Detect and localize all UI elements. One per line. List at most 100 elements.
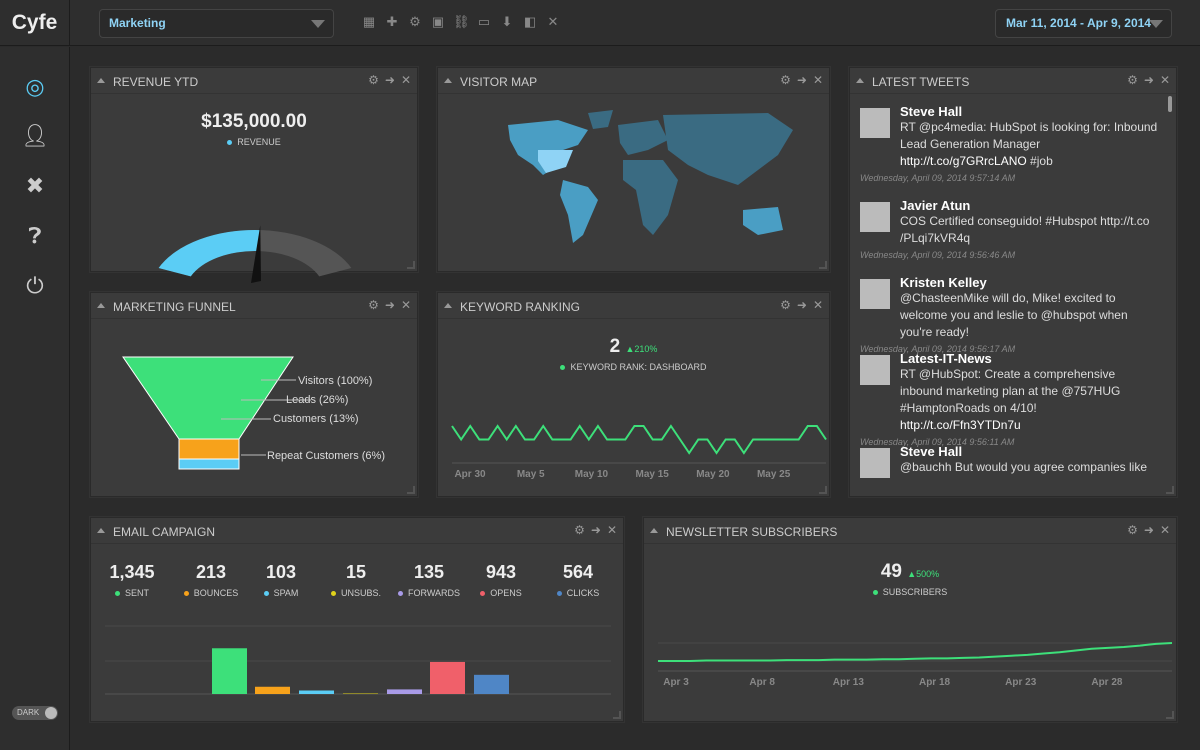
funnel-label: Visitors (100%)	[298, 375, 372, 387]
scrollbar[interactable]	[1168, 96, 1172, 112]
grid-icon[interactable]: ▦	[362, 14, 376, 29]
toggle-knob	[45, 707, 57, 719]
resize-handle[interactable]	[819, 261, 827, 269]
tweet-item[interactable]: Steve Hall @bauchh But would you agree co…	[860, 444, 1160, 479]
stat-label: OPENS	[466, 588, 536, 598]
layers-icon[interactable]: ◧	[523, 14, 537, 29]
stat-label: SPAM	[246, 588, 316, 598]
collapse-icon[interactable]	[856, 78, 864, 83]
close-icon[interactable]: ✕	[400, 298, 411, 312]
close-icon[interactable]: ✕	[1159, 73, 1170, 87]
gear-icon[interactable]: ⚙	[1127, 523, 1138, 537]
gear-icon[interactable]: ⚙	[368, 73, 379, 87]
gear-icon[interactable]: ⚙	[368, 298, 379, 312]
tweet-item[interactable]: Javier Atun COS Certified conseguido! #Hu…	[860, 198, 1160, 260]
close-icon[interactable]: ✕	[812, 298, 823, 312]
widget-header[interactable]: REVENUE YTD ⚙ ➜ ✕	[91, 68, 417, 94]
gear-icon[interactable]: ⚙	[780, 73, 791, 87]
tweet-author[interactable]: Javier Atun	[900, 198, 971, 213]
tweet-item[interactable]: Latest-IT-News RT @HubSpot: Create a comp…	[860, 351, 1160, 447]
legend-dot	[263, 591, 269, 597]
tweet-author[interactable]: Steve Hall	[900, 444, 963, 459]
resize-handle[interactable]	[819, 486, 827, 494]
tweet-link[interactable]: http://t.co/Ffn3YTDn7u	[900, 418, 1021, 432]
widget-email-campaign: EMAIL CAMPAIGN ⚙ ➜ ✕ 1,345 SENT 213 BOUNCES 103…	[90, 517, 624, 722]
link-icon[interactable]: ⛓	[453, 14, 470, 29]
widget-header[interactable]: KEYWORD RANKING ⚙ ➜ ✕	[438, 293, 829, 319]
arrow-right-icon[interactable]: ➜	[384, 298, 395, 312]
close-icon[interactable]: ✕	[547, 14, 559, 29]
email-bar-chart	[105, 625, 611, 695]
map-usa	[538, 150, 573, 173]
gear-icon[interactable]: ⚙	[1127, 73, 1138, 87]
tweet-item[interactable]: Kristen Kelley @ChasteenMike will do, Mik…	[860, 275, 1160, 354]
collapse-icon[interactable]	[444, 303, 452, 308]
compass-icon[interactable]: ◎	[25, 74, 45, 99]
tools-icon[interactable]: ✖	[25, 173, 45, 198]
stat-label-text: BOUNCES	[193, 588, 239, 598]
avatar[interactable]	[860, 202, 890, 232]
gear-icon[interactable]: ⚙	[574, 523, 585, 537]
collapse-icon[interactable]	[97, 528, 105, 533]
widget-header[interactable]: VISITOR MAP ⚙ ➜ ✕	[438, 68, 829, 94]
collapse-icon[interactable]	[650, 528, 658, 533]
close-icon[interactable]: ✕	[1159, 523, 1170, 537]
avatar[interactable]	[860, 448, 890, 478]
collapse-icon[interactable]	[97, 303, 105, 308]
widget-header[interactable]: NEWSLETTER SUBSCRIBERS ⚙ ➜ ✕	[644, 518, 1176, 544]
resize-handle[interactable]	[1166, 486, 1174, 494]
arrow-right-icon[interactable]: ➜	[1143, 523, 1154, 537]
arrow-right-icon[interactable]: ➜	[1143, 73, 1154, 87]
toolbar: ▦ ✚ ⚙ ▣ ⛓ ▭ ⬇ ◧ ✕	[361, 14, 561, 32]
bar-bounces	[255, 686, 290, 694]
close-icon[interactable]: ✕	[606, 523, 617, 537]
tweet-author[interactable]: Latest-IT-News	[900, 351, 992, 366]
resize-handle[interactable]	[407, 486, 415, 494]
bar-opens	[430, 661, 465, 694]
avatar[interactable]	[860, 279, 890, 309]
dashboard-select[interactable]: Marketing	[99, 9, 334, 38]
widget-header[interactable]: LATEST TWEETS ⚙ ➜ ✕	[850, 68, 1176, 94]
legend-dot	[872, 590, 878, 596]
monitor-icon[interactable]: ▭	[477, 14, 491, 29]
email-stat-forwards: 135 FORWARDS	[394, 562, 464, 598]
image-icon[interactable]: ▣	[431, 14, 445, 29]
tweet-author[interactable]: Steve Hall	[900, 104, 963, 119]
widget-header[interactable]: EMAIL CAMPAIGN ⚙ ➜ ✕	[91, 518, 623, 544]
email-stat-clicks: 564 CLICKS	[543, 562, 613, 598]
tweet-link[interactable]: http://t.co/g7GRrcLANO	[900, 154, 1027, 168]
plus-icon[interactable]: ✚	[386, 14, 398, 29]
dark-mode-toggle[interactable]: DARK	[12, 706, 58, 720]
date-range-select[interactable]: Mar 11, 2014 - Apr 9, 2014	[995, 9, 1172, 38]
tweet-item[interactable]: Steve Hall RT @pc4media: HubSpot is looki…	[860, 104, 1160, 183]
gear-icon[interactable]: ⚙	[780, 298, 791, 312]
close-icon[interactable]: ✕	[812, 73, 823, 87]
widget-header[interactable]: MARKETING FUNNEL ⚙ ➜ ✕	[91, 293, 417, 319]
user-icon[interactable]: 👤︎	[21, 123, 49, 148]
keyword-change-value: 210%	[634, 344, 658, 354]
tweet-author[interactable]: Kristen Kelley	[900, 275, 987, 290]
email-stat-sent: 1,345 SENT	[97, 562, 167, 598]
keyword-rank: 2	[609, 336, 621, 357]
logo[interactable]: Cyfe	[0, 0, 70, 46]
resize-handle[interactable]	[613, 711, 621, 719]
resize-handle[interactable]	[407, 261, 415, 269]
avatar[interactable]	[860, 108, 890, 138]
arrow-right-icon[interactable]: ➜	[590, 523, 601, 537]
collapse-icon[interactable]	[97, 78, 105, 83]
arrow-right-icon[interactable]: ➜	[796, 298, 807, 312]
top-bar: Cyfe Marketing ▦ ✚ ⚙ ▣ ⛓ ▭ ⬇ ◧ ✕ Mar 11, 2014 - …	[0, 0, 1200, 46]
collapse-icon[interactable]	[444, 78, 452, 83]
help-icon[interactable]: ❓︎	[28, 223, 42, 248]
avatar[interactable]	[860, 355, 890, 385]
arrow-right-icon[interactable]: ➜	[796, 73, 807, 87]
stat-label-text: SENT	[124, 588, 149, 598]
close-icon[interactable]: ✕	[400, 73, 411, 87]
download-icon[interactable]: ⬇	[501, 14, 513, 29]
tweet-body: @bauchh But would you agree companies li…	[900, 460, 1147, 474]
power-icon[interactable]: ⏻	[26, 273, 44, 298]
bar-sent	[212, 648, 247, 694]
gear-icon[interactable]: ⚙	[409, 14, 421, 29]
arrow-right-icon[interactable]: ➜	[384, 73, 395, 87]
resize-handle[interactable]	[1166, 711, 1174, 719]
